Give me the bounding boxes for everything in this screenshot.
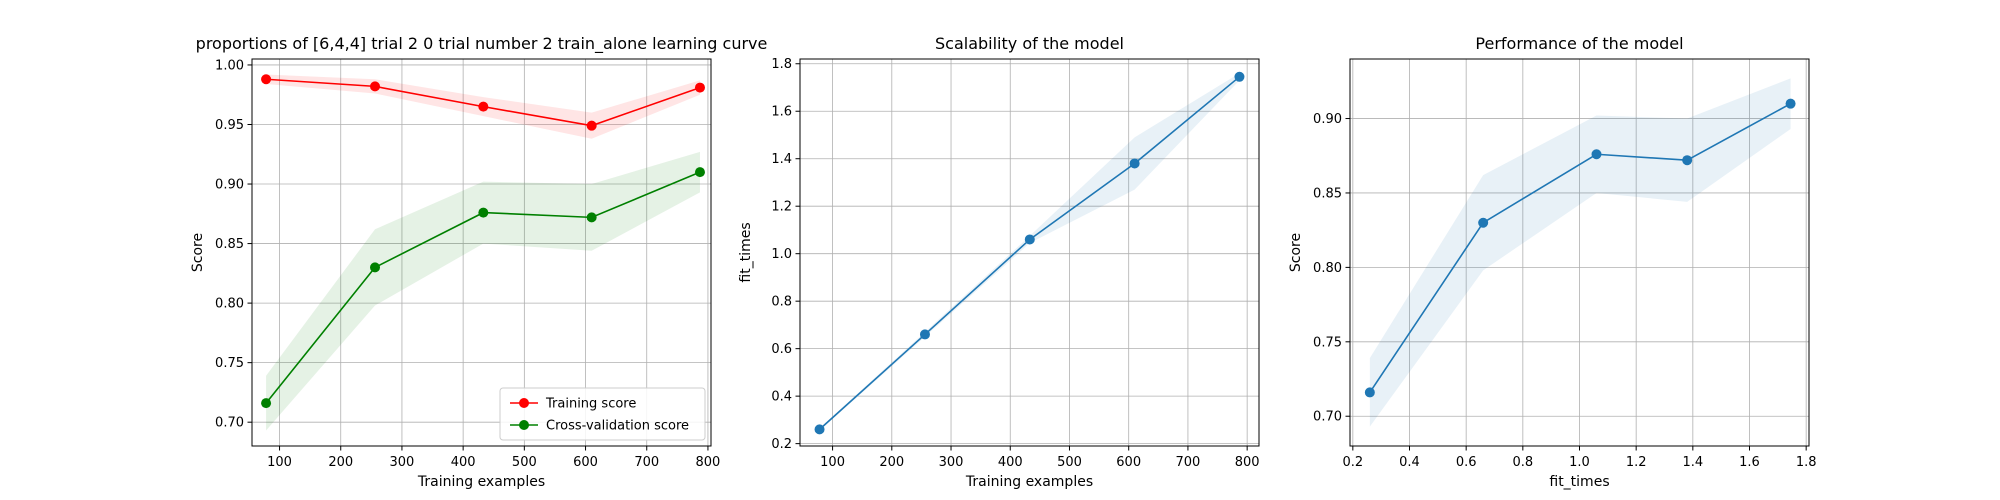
data-point — [694, 167, 705, 178]
data-point — [1234, 71, 1245, 82]
y-tick-label: 0.90 — [215, 178, 244, 193]
y-tick-label: 0.85 — [1313, 186, 1342, 201]
y-axis-label: Score — [190, 233, 206, 272]
x-tick-label: 400 — [998, 455, 1023, 470]
legend-label-0: Training score — [545, 397, 636, 412]
y-tick-label: 1.4 — [771, 152, 792, 167]
axes-frame — [799, 58, 1260, 447]
data-point — [370, 262, 381, 273]
y-tick-label: 0.75 — [1313, 335, 1342, 350]
x-axis-label: Training examples — [965, 474, 1093, 490]
data-point — [1024, 234, 1035, 245]
data-point — [478, 207, 489, 218]
data-point — [814, 424, 825, 435]
data-point — [1591, 149, 1602, 160]
data-point — [586, 212, 597, 223]
x-tick-label: 200 — [879, 455, 904, 470]
x-tick-label: 500 — [1057, 455, 1082, 470]
data-point — [1364, 387, 1375, 398]
y-tick-label: 0.95 — [215, 118, 244, 133]
x-tick-label: 1.0 — [1569, 455, 1590, 470]
data-point — [694, 82, 705, 93]
x-axis-label: fit_times — [1549, 474, 1609, 490]
x-tick-label: 100 — [267, 455, 292, 470]
x-axis-label: Training examples — [417, 474, 545, 490]
y-tick-label: 0.80 — [215, 297, 244, 312]
y-axis-label: fit_times — [738, 222, 754, 282]
x-tick-label: 0.8 — [1512, 455, 1533, 470]
x-tick-label: 500 — [512, 455, 537, 470]
x-tick-label: 800 — [696, 455, 721, 470]
chart-title: Scalability of the model — [935, 34, 1124, 53]
scalability-panel: 100 200 300 400 500 600 700 800 0.2 0.4 0.6 0.8 1.0 1… — [738, 34, 1260, 490]
x-tick-label: 0.6 — [1456, 455, 1477, 470]
x-tick-label: 1.6 — [1739, 455, 1760, 470]
y-tick-label: 1.8 — [771, 57, 792, 72]
x-tick-label: 300 — [390, 455, 415, 470]
x-tick-label: 1.4 — [1682, 455, 1703, 470]
legend-marker-1 — [519, 420, 529, 430]
chart-title: Performance of the model — [1475, 34, 1683, 53]
data-point — [478, 101, 489, 112]
y-tick-label: 1.00 — [215, 58, 244, 73]
y-tick-label: 0.2 — [771, 437, 792, 452]
y-tick-label: 0.70 — [215, 416, 244, 431]
x-tick-label: 200 — [328, 455, 353, 470]
x-tick-label: 0.4 — [1399, 455, 1420, 470]
y-tick-label: 0.8 — [771, 295, 792, 310]
x-tick-label: 700 — [1176, 455, 1201, 470]
y-tick-label: 0.4 — [771, 390, 792, 405]
x-tick-label: 600 — [1116, 455, 1141, 470]
x-tick-label: 100 — [820, 455, 845, 470]
y-tick-label: 0.90 — [1313, 112, 1342, 127]
data-point — [261, 74, 272, 85]
data-point — [1129, 158, 1140, 169]
std-band-0 — [819, 73, 1240, 431]
x-tick-label: 300 — [939, 455, 964, 470]
legend-marker-0 — [519, 398, 529, 408]
legend-box — [499, 387, 706, 441]
y-tick-label: 1.6 — [771, 105, 792, 120]
data-point — [261, 398, 272, 409]
y-tick-label: 1.2 — [771, 200, 792, 215]
learning-curve-panel: 100 200 300 400 500 600 700 800 0.70 0.75 0.80 0.85… — [190, 34, 767, 490]
y-axis-label: Score — [1288, 233, 1304, 272]
y-tick-label: 0.6 — [771, 342, 792, 357]
x-tick-label: 800 — [1235, 455, 1260, 470]
data-point — [1785, 98, 1796, 109]
x-tick-label: 0.2 — [1342, 455, 1363, 470]
data-point — [1682, 155, 1693, 166]
series-line-0 — [819, 76, 1240, 430]
x-tick-label: 400 — [451, 455, 476, 470]
y-tick-label: 0.80 — [1313, 261, 1342, 276]
data-point — [919, 329, 930, 340]
data-point — [1478, 217, 1489, 228]
y-tick-label: 0.85 — [215, 237, 244, 252]
x-tick-label: 1.8 — [1796, 455, 1817, 470]
legend-label-1: Cross-validation score — [546, 419, 689, 434]
performance-panel: 0.2 0.4 0.6 0.8 1.0 1.2 1.4 1.6 1.8 0.70 0.75 0.80 0… — [1288, 34, 1817, 490]
std-band-0 — [1369, 78, 1791, 427]
x-tick-label: 600 — [573, 455, 598, 470]
y-tick-label: 1.0 — [771, 247, 792, 262]
y-tick-label: 0.70 — [1313, 410, 1342, 425]
data-point — [586, 120, 597, 131]
data-point — [370, 81, 381, 92]
legend: Training score Cross-validation score — [499, 387, 706, 441]
y-tick-label: 0.75 — [215, 356, 244, 371]
axes-frame — [251, 58, 712, 447]
x-tick-label: 1.2 — [1626, 455, 1647, 470]
chart-title: proportions of [6,4,4] trial 2 0 trial n… — [196, 34, 768, 54]
x-tick-label: 700 — [634, 455, 659, 470]
